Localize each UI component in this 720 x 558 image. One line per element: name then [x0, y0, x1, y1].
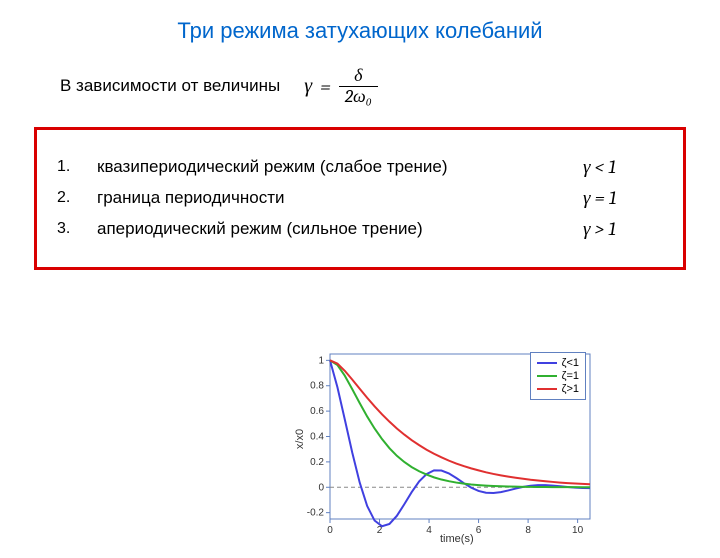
svg-text:-0.2: -0.2 — [307, 508, 325, 519]
legend-item: ζ>1 — [537, 383, 579, 395]
formula-eq: = — [320, 75, 331, 98]
regime-number: 3. — [57, 220, 97, 238]
page-title: Три режима затухающих колебаний — [0, 18, 720, 44]
regime-row: 3. апериодический режим (сильное трение)… — [57, 218, 663, 241]
chart-legend: ζ<1 ζ=1 ζ>1 — [530, 352, 586, 400]
svg-text:6: 6 — [476, 525, 482, 536]
formula-lhs: γ — [304, 74, 312, 98]
subtitle-row: В зависимости от величины γ = δ 2ω₀ — [60, 66, 720, 107]
chart-xlabel: time(s) — [440, 533, 474, 545]
svg-text:0.6: 0.6 — [310, 406, 324, 417]
legend-label: ζ<1 — [562, 357, 579, 369]
legend-swatch — [537, 375, 557, 377]
legend-item: ζ=1 — [537, 370, 579, 382]
svg-text:8: 8 — [525, 525, 531, 536]
regime-row: 1. квазипериодический режим (слабое трен… — [57, 156, 663, 179]
chart-ylabel: x/x0 — [294, 429, 306, 449]
svg-text:0: 0 — [327, 525, 333, 536]
damping-chart: -0.200.20.40.60.810246810 ζ<1 ζ=1 ζ>1 x/… — [290, 348, 610, 543]
legend-label: ζ>1 — [562, 383, 579, 395]
formula-numerator: δ — [348, 66, 368, 86]
legend-swatch — [537, 388, 557, 390]
regime-condition: γ < 1 — [583, 156, 663, 179]
regime-number: 1. — [57, 158, 97, 176]
svg-text:0.4: 0.4 — [310, 432, 324, 443]
svg-text:1: 1 — [318, 355, 324, 366]
svg-text:0.8: 0.8 — [310, 381, 324, 392]
svg-text:0.2: 0.2 — [310, 457, 324, 468]
regime-condition: γ > 1 — [583, 218, 663, 241]
legend-swatch — [537, 362, 557, 364]
formula-denominator: 2ω₀ — [339, 86, 378, 107]
svg-text:10: 10 — [572, 525, 584, 536]
gamma-formula: γ = δ 2ω₀ — [304, 66, 378, 107]
svg-text:0: 0 — [318, 482, 324, 493]
legend-label: ζ=1 — [562, 370, 579, 382]
regime-number: 2. — [57, 189, 97, 207]
regime-row: 2. граница периодичности γ = 1 — [57, 187, 663, 210]
subtitle-text: В зависимости от величины — [60, 76, 280, 96]
svg-text:4: 4 — [426, 525, 432, 536]
formula-fraction: δ 2ω₀ — [339, 66, 378, 107]
regime-text: граница периодичности — [97, 188, 583, 208]
legend-item: ζ<1 — [537, 357, 579, 369]
regime-text: апериодический режим (сильное трение) — [97, 219, 583, 239]
regime-text: квазипериодический режим (слабое трение) — [97, 157, 583, 177]
regimes-box: 1. квазипериодический режим (слабое трен… — [34, 127, 686, 270]
regime-condition: γ = 1 — [583, 187, 663, 210]
